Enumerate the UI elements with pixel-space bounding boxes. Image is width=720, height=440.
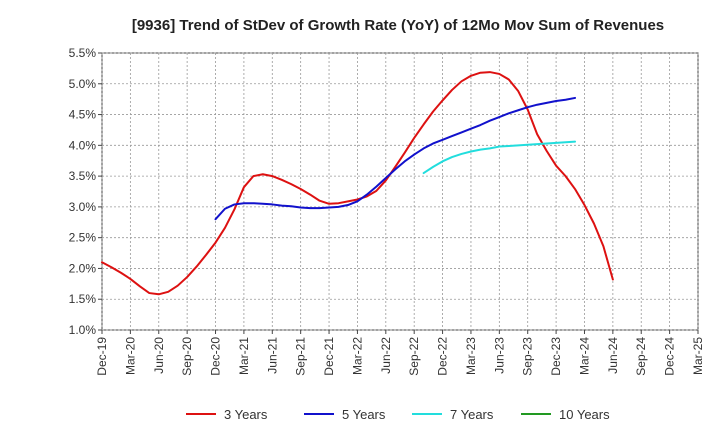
x-tick-label: Mar-23 xyxy=(464,337,478,375)
y-tick-label: 4.5% xyxy=(69,108,97,122)
series-line-3-years xyxy=(101,71,614,296)
legend-label-7-years: 7 Years xyxy=(450,407,494,422)
legend-label-5-years: 5 Years xyxy=(342,407,386,422)
x-tick-label: Sep-23 xyxy=(521,337,535,376)
x-tick-label: Jun-20 xyxy=(152,337,166,374)
x-tick-label: Jun-21 xyxy=(265,337,279,374)
series-lines xyxy=(101,71,614,296)
series-line-7-years xyxy=(422,140,577,175)
y-tick-label: 3.5% xyxy=(69,169,97,183)
x-tick-label: Sep-22 xyxy=(407,337,421,376)
y-tick-label: 2.5% xyxy=(69,231,97,245)
legend-label-10-years: 10 Years xyxy=(559,407,610,422)
x-tick-label: Mar-20 xyxy=(123,337,137,375)
y-tick-label: 1.0% xyxy=(69,323,97,337)
x-tick-label: Mar-25 xyxy=(691,337,705,375)
y-tick-label: 5.5% xyxy=(69,46,97,60)
x-tick-label: Jun-24 xyxy=(606,337,620,374)
x-tick-label: Dec-22 xyxy=(436,337,450,376)
chart-title: [9936] Trend of StDev of Growth Rate (Yo… xyxy=(132,17,664,34)
plot-frame xyxy=(101,52,699,331)
x-tick-label: Jun-22 xyxy=(379,337,393,374)
grid-lines xyxy=(101,52,699,331)
x-tick-label: Mar-24 xyxy=(577,337,591,375)
x-tick-label: Mar-22 xyxy=(350,337,364,375)
y-tick-label: 2.0% xyxy=(69,261,97,275)
x-tick-label: Sep-24 xyxy=(634,337,648,376)
y-tick-label: 1.5% xyxy=(69,292,97,306)
x-tick-label: Jun-23 xyxy=(492,337,506,374)
y-tick-label: 5.0% xyxy=(69,77,97,91)
legend-label-3-years: 3 Years xyxy=(224,407,268,422)
x-tick-label: Dec-24 xyxy=(663,337,677,376)
x-tick-label: Dec-20 xyxy=(209,337,223,376)
y-axis-ticks: 1.0% 1.5% 2.0% 2.5% 3.0% 3.5% 4.0% 4.5% 5.0% 5.5% xyxy=(69,46,102,337)
x-tick-label: Dec-21 xyxy=(322,337,336,376)
legend: 3 Years 5 Years 7 Years 10 Years xyxy=(186,407,610,422)
y-tick-label: 4.0% xyxy=(69,138,97,152)
x-tick-label: Dec-23 xyxy=(549,337,563,376)
plot-area xyxy=(101,52,699,331)
x-tick-label: Dec-19 xyxy=(95,337,109,376)
series-line-5-years xyxy=(214,96,577,221)
x-tick-label: Mar-21 xyxy=(237,337,251,375)
x-axis-ticks: Dec-19 Mar-20 Jun-20 Sep-20 Dec-20 Mar-21 Jun-… xyxy=(95,330,705,376)
x-tick-label: Sep-20 xyxy=(180,337,194,376)
x-tick-label: Sep-21 xyxy=(294,337,308,376)
y-tick-label: 3.0% xyxy=(69,200,97,214)
